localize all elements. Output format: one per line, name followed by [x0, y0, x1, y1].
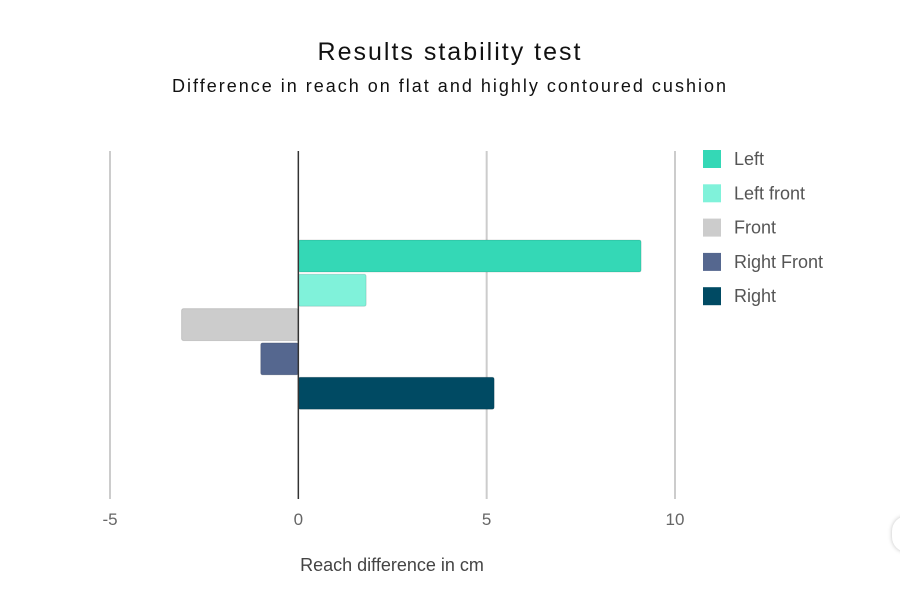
legend-label: Left — [734, 149, 764, 169]
chart-subtitle: Difference in reach on flat and highly c… — [172, 76, 728, 96]
x-tick-label: 10 — [666, 510, 685, 529]
bar-front — [181, 308, 299, 342]
x-axis-label: Reach difference in cm — [300, 555, 484, 575]
chart-title: Results stability test — [317, 38, 583, 66]
legend-label: Right — [734, 286, 776, 306]
legend-swatch — [703, 218, 721, 237]
legend-swatch — [703, 150, 721, 168]
legend-label: Left front — [734, 183, 805, 203]
legend-label: Front — [734, 218, 776, 238]
bar-left — [297, 239, 642, 273]
x-tick-label: 5 — [482, 510, 491, 529]
bar-right — [297, 376, 495, 410]
scroll-handle[interactable] — [892, 516, 900, 552]
legend-swatch — [703, 252, 721, 271]
legend-label: Right Front — [734, 252, 823, 272]
legend-swatch — [703, 184, 721, 203]
x-tick-label: -5 — [102, 510, 117, 529]
bar-right-front — [260, 342, 299, 376]
x-tick-label: 0 — [294, 510, 303, 529]
legend-swatch — [703, 287, 721, 306]
bar-left-front — [297, 273, 367, 307]
